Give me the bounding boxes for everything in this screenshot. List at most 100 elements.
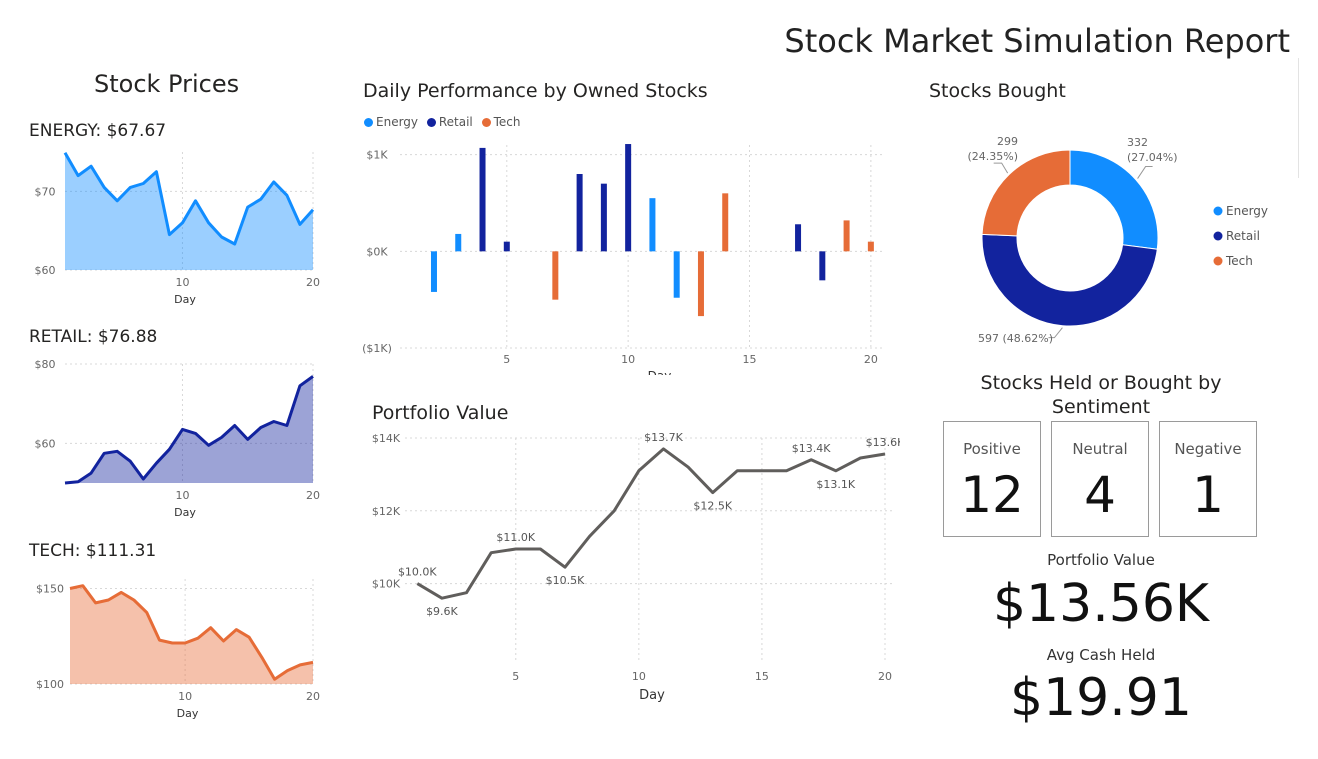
slice-label: (27.04%) (1127, 151, 1178, 164)
portfolio-kpi-label: Portfolio Value (1047, 551, 1155, 569)
legend-dot-tech (481, 118, 491, 127)
sentiment-title-line2: Sentiment (1051, 396, 1151, 418)
legend-item-tech[interactable]: Tech (481, 115, 520, 129)
bar-tech (722, 193, 729, 252)
report-title: Stock Market Simulation Report (784, 22, 1290, 60)
y-tick-label: ($1K) (362, 342, 392, 355)
performance-legend: Energy Retail Tech (364, 115, 520, 129)
cash-kpi-label: Avg Cash Held (1046, 646, 1156, 664)
legend-label-energy: Energy (1226, 204, 1268, 218)
leader-line (1137, 166, 1153, 179)
scrollbar-edge (1298, 58, 1299, 178)
y-tick-label: $100 (36, 678, 64, 691)
y-tick-label: $80 (35, 358, 56, 371)
energy-price-chart[interactable]: 10 20 $60 $70 Day (10, 140, 330, 310)
price-line (63, 152, 315, 246)
y-tick-label: $1K (366, 149, 388, 162)
x-axis-title: Day (648, 369, 672, 375)
stock-prices-title: Stock Prices (94, 70, 240, 98)
neutral-card[interactable]: Neutral 4 (1051, 421, 1149, 537)
bar-energy (455, 233, 462, 252)
x-tick-label: 10 (178, 690, 192, 703)
sentiment-title-line1: Stocks Held or Bought by (980, 372, 1222, 394)
y-tick-label: $14K (372, 432, 401, 445)
x-tick-label: 5 (512, 670, 519, 683)
stocks-bought-title: Stocks Bought (929, 80, 1066, 102)
portfolio-chart[interactable]: 5 10 15 20 $10K $12K $14K $10.0K $9.6K $11.0K $10.… (355, 425, 900, 710)
legend-dot-tech (1213, 256, 1223, 266)
bar-retail (600, 183, 607, 252)
area-fill (70, 585, 313, 684)
legend-dot-energy (364, 118, 373, 127)
price-line (69, 584, 314, 681)
data-label: $13.4K (792, 442, 831, 455)
x-axis-title: Day (174, 506, 196, 519)
portfolio-line (416, 447, 886, 600)
y-tick-label: $0K (366, 245, 388, 258)
bar-retail (576, 174, 583, 252)
neutral-value: 4 (1084, 466, 1116, 524)
slice-label: 597 (48.62%) (978, 332, 1053, 345)
area-fill (65, 152, 313, 270)
data-label: $12.5K (693, 500, 732, 513)
x-axis-title: Day (639, 688, 665, 703)
x-tick-label: 20 (878, 670, 892, 683)
tech-price-chart[interactable]: 10 20 $100 $150 Day (10, 565, 330, 725)
bar-retail (503, 241, 510, 252)
x-tick-label: 20 (306, 690, 320, 703)
sentiment-title: Stocks Held or Bought by Sentiment (942, 371, 1260, 419)
data-label: $13.7K (644, 431, 683, 444)
portfolio-title: Portfolio Value (372, 402, 509, 424)
bar-retail (625, 144, 632, 252)
positive-value: 12 (960, 466, 1024, 524)
x-tick-label: 15 (755, 670, 769, 683)
bar-retail (479, 147, 486, 252)
data-label: $11.0K (496, 531, 535, 544)
legend-item-energy[interactable]: Energy (364, 115, 418, 129)
data-label: $13.6K (866, 436, 900, 449)
data-label: $13.1K (816, 478, 855, 491)
y-tick-label: $60 (35, 437, 56, 450)
retail-price-chart[interactable]: 10 20 $60 $80 Day (10, 350, 330, 520)
y-tick-label: $70 (35, 185, 56, 198)
bar-tech (867, 241, 874, 252)
performance-title: Daily Performance by Owned Stocks (363, 80, 708, 102)
donut-slice-tech (981, 149, 1071, 237)
bar-energy (673, 251, 680, 298)
price-line (64, 375, 314, 485)
donut-slice-energy (1069, 149, 1159, 250)
data-label: $10.5K (546, 574, 585, 587)
legend-label-retail: Retail (1226, 229, 1260, 243)
x-tick-label: 10 (175, 276, 189, 289)
x-tick-label: 20 (306, 276, 320, 289)
negative-card[interactable]: Negative 1 (1159, 421, 1257, 537)
bar-tech (843, 220, 850, 252)
donut-slice-retail (981, 233, 1158, 327)
y-tick-label: $12K (372, 505, 401, 518)
bar-energy (430, 251, 437, 292)
tech-price-label: TECH: $111.31 (29, 541, 157, 561)
leader-line (1048, 327, 1063, 339)
y-tick-label: $10K (372, 578, 401, 591)
positive-card[interactable]: Positive 12 (943, 421, 1041, 537)
slice-label: (24.35%) (967, 150, 1018, 163)
legend-item-retail[interactable]: Retail (426, 115, 473, 129)
x-tick-label: 5 (503, 353, 510, 366)
leader-line (993, 162, 1009, 174)
y-tick-label: $150 (36, 583, 64, 596)
performance-chart[interactable]: 5 10 15 20 ($1K) $0K $1K Day (355, 135, 895, 375)
x-axis-title: Day (174, 293, 196, 306)
slice-label: 332 (1127, 136, 1148, 149)
x-tick-label: 10 (632, 670, 646, 683)
x-axis-title: Day (177, 707, 199, 720)
slice-label: 299 (997, 135, 1018, 148)
energy-price-label: ENERGY: $67.67 (29, 121, 167, 141)
stocks-bought-donut[interactable]: 332 (27.04%) 597 (48.62%) 299 (24.35%) Energy… (940, 118, 1280, 358)
data-label: $9.6K (426, 605, 458, 618)
bar-tech (552, 251, 559, 300)
bar-retail (819, 251, 826, 281)
negative-label: Negative (1174, 440, 1242, 458)
bar-tech (697, 251, 704, 317)
x-tick-label: 10 (175, 489, 189, 502)
bar-retail (795, 224, 802, 252)
